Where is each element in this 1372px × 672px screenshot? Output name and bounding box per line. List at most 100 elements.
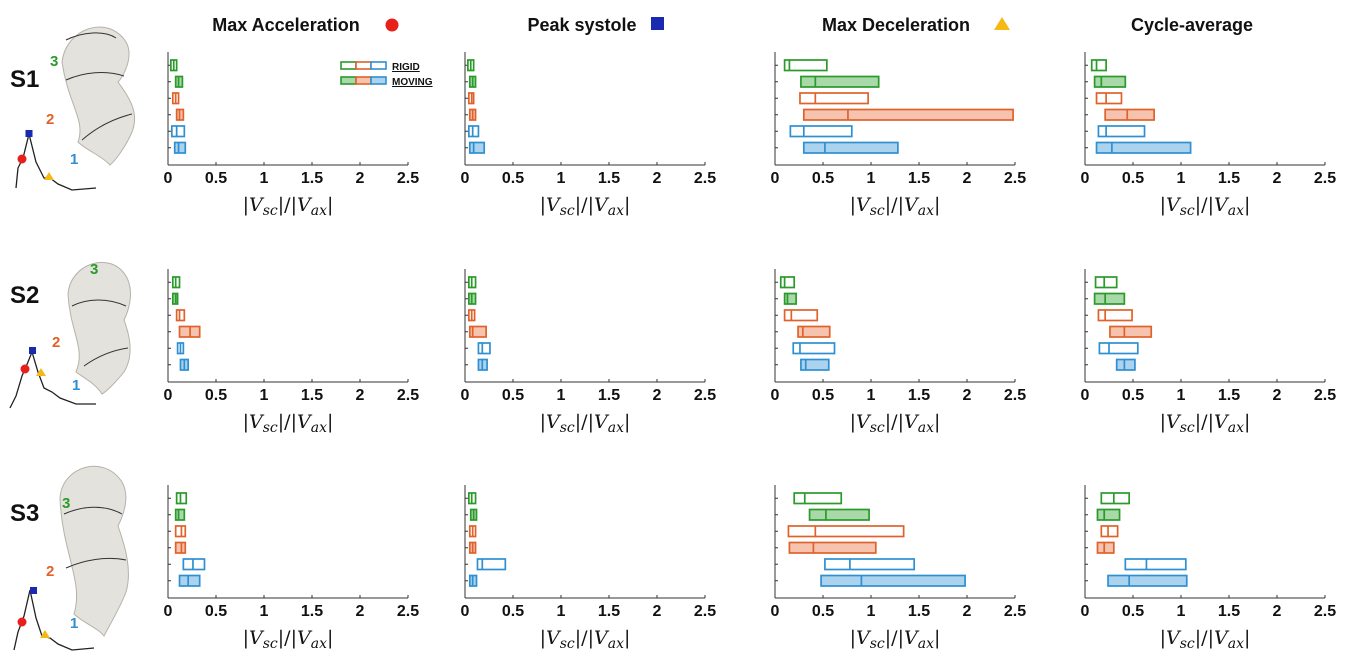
- box-seg2-rigid: [783, 309, 819, 322]
- legend-rigid-swatch: [340, 61, 387, 70]
- x-tick-label: 2.5: [694, 603, 716, 620]
- box-seg3-moving: [1093, 292, 1126, 305]
- aorta-model-icon: [59, 465, 129, 637]
- x-axis-label: |Vsc|/|Vax|: [850, 194, 941, 219]
- segment-label-1: 1: [70, 615, 78, 632]
- x-tick-label: 2.5: [397, 387, 419, 404]
- panel-s2-3: 0 0.5 1 1.5 2 2.5 |Vsc|/|Vax|: [1081, 269, 1336, 436]
- box-seg2-moving: [1096, 541, 1115, 554]
- x-tick-label: 1.5: [301, 170, 323, 187]
- box-seg1-rigid: [789, 125, 853, 138]
- box-seg2-rigid: [799, 92, 869, 105]
- x-tick-label: 0: [461, 170, 470, 187]
- row-label-s2: S2: [10, 282, 39, 309]
- x-tick-label: 1.5: [908, 603, 930, 620]
- legend-moving-label: MOVING: [392, 77, 433, 88]
- x-tick-label: 1: [260, 603, 269, 620]
- box-seg2-moving: [802, 108, 1014, 121]
- box-seg1-moving: [178, 574, 201, 587]
- x-tick-label: 2: [1273, 170, 1282, 187]
- x-tick-label: 2: [963, 603, 972, 620]
- x-tick-label: 1: [867, 170, 876, 187]
- x-tick-label: 1: [1177, 603, 1186, 620]
- panel-s3-0: 0 0.5 1 1.5 2 2.5 |Vsc|/|Vax|: [164, 485, 419, 652]
- box-seg1-moving: [1115, 358, 1136, 371]
- box-seg3-rigid: [1090, 59, 1107, 72]
- x-tick-label: 1.5: [598, 387, 620, 404]
- panel-s1-0: 0 0.5 1 1.5 2 2.5 |Vsc|/|Vax|: [164, 52, 419, 219]
- x-tick-label: 0.5: [205, 387, 227, 404]
- x-tick-label: 1.5: [598, 170, 620, 187]
- x-axis-label: |Vsc|/|Vax|: [540, 411, 631, 436]
- x-tick-label: 1.5: [1218, 387, 1240, 404]
- box-seg2-moving: [468, 325, 487, 338]
- yellow-triangle-marker-icon: [994, 17, 1010, 30]
- flow-waveform-icon: [9, 350, 96, 409]
- box-seg1-moving: [1095, 141, 1192, 154]
- blue-square-marker-icon: [651, 17, 664, 30]
- segment-label-3: 3: [50, 53, 58, 70]
- x-tick-label: 2.5: [1314, 603, 1336, 620]
- x-tick-label: 2: [1273, 387, 1282, 404]
- box-seg1-rigid: [467, 125, 480, 138]
- panel-s2-2: 0 0.5 1 1.5 2 2.5 |Vsc|/|Vax|: [771, 269, 1026, 436]
- box-seg1-moving: [468, 141, 486, 154]
- x-axis-label: |Vsc|/|Vax|: [540, 194, 631, 219]
- x-tick-label: 2: [356, 603, 365, 620]
- x-axis-label: |Vsc|/|Vax|: [1160, 627, 1251, 652]
- box-seg3-rigid: [1100, 492, 1131, 505]
- x-tick-label: 0: [164, 170, 173, 187]
- x-tick-label: 1.5: [1218, 170, 1240, 187]
- legend: RIGID MOVING: [340, 61, 433, 88]
- x-axis-label: |Vsc|/|Vax|: [850, 411, 941, 436]
- x-tick-label: 0.5: [1122, 387, 1144, 404]
- x-tick-label: 2.5: [1004, 387, 1026, 404]
- x-axis-label: |Vsc|/|Vax|: [1160, 411, 1251, 436]
- x-tick-label: 0: [461, 603, 470, 620]
- x-tick-label: 0: [1081, 387, 1090, 404]
- box-seg2-rigid: [1100, 525, 1119, 538]
- x-tick-label: 0.5: [812, 387, 834, 404]
- x-tick-label: 2: [963, 170, 972, 187]
- panel-s1-3: 0 0.5 1 1.5 2 2.5 |Vsc|/|Vax|: [1081, 52, 1336, 219]
- box-seg2-rigid: [1097, 309, 1133, 322]
- box-seg3-moving: [1093, 75, 1127, 88]
- box-seg2-rigid: [787, 525, 905, 538]
- box-seg1-rigid: [824, 558, 916, 571]
- box-seg1-rigid: [170, 125, 186, 138]
- x-tick-label: 0: [1081, 170, 1090, 187]
- panel-s2-0: 0 0.5 1 1.5 2 2.5 |Vsc|/|Vax|: [164, 269, 419, 436]
- x-tick-label: 0: [1081, 603, 1090, 620]
- x-tick-label: 0.5: [502, 603, 524, 620]
- box-seg3-rigid: [793, 492, 843, 505]
- box-seg3-rigid: [779, 276, 796, 289]
- box-seg3-rigid: [175, 492, 188, 505]
- row-s2-thumbnail: S2 3 2 1: [9, 261, 131, 409]
- x-tick-label: 2.5: [694, 387, 716, 404]
- row-s1-thumbnail: S1 3 2 1: [10, 26, 136, 191]
- box-seg1-moving: [800, 358, 830, 371]
- x-axis-label: |Vsc|/|Vax|: [850, 627, 941, 652]
- x-tick-label: 2: [963, 387, 972, 404]
- box-seg1-moving: [173, 141, 187, 154]
- column-title-peak-systole: Peak systole: [527, 15, 636, 35]
- x-tick-label: 1.5: [1218, 603, 1240, 620]
- box-seg1-rigid: [792, 342, 836, 355]
- box-seg2-rigid: [1095, 92, 1123, 105]
- panel-s2-1: 0 0.5 1 1.5 2 2.5 |Vsc|/|Vax|: [461, 269, 716, 436]
- x-tick-label: 1: [557, 603, 566, 620]
- x-tick-label: 1.5: [908, 170, 930, 187]
- box-seg2-rigid: [175, 309, 186, 322]
- x-tick-label: 2.5: [1004, 603, 1026, 620]
- x-tick-label: 2: [1273, 603, 1282, 620]
- box-seg1-rigid: [1097, 125, 1146, 138]
- x-tick-label: 1: [557, 170, 566, 187]
- x-tick-label: 1.5: [301, 603, 323, 620]
- box-seg1-rigid: [182, 558, 206, 571]
- box-seg1-moving: [820, 574, 966, 587]
- segment-label-2: 2: [46, 111, 54, 128]
- segment-label-3: 3: [90, 261, 98, 278]
- x-tick-label: 1: [1177, 387, 1186, 404]
- legend-rigid-label: RIGID: [392, 62, 420, 73]
